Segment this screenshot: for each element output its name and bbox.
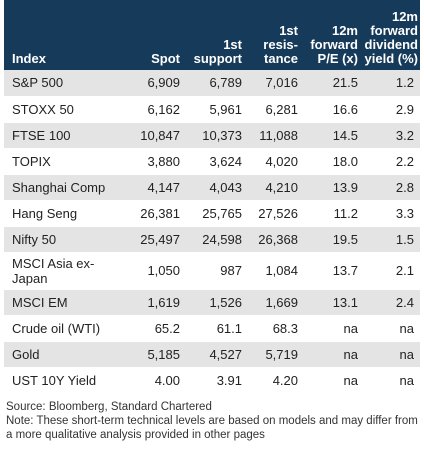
cell-index: STOXX 50 (4, 96, 124, 123)
cell-dividend-yield: 2.9 (360, 96, 420, 123)
disclaimer-note: Note: These short-term technical levels … (6, 414, 418, 441)
source-note: Source: Bloomberg, Standard Chartered (6, 400, 212, 413)
cell-forward-pe: 21.5 (300, 70, 360, 97)
cell-support: 3.91 (182, 367, 244, 394)
table-row: STOXX 50 6,162 5,961 6,281 16.6 2.9 (4, 96, 420, 123)
table-row: S&P 500 6,909 6,789 7,016 21.5 1.2 (4, 70, 420, 97)
cell-forward-pe: na (300, 367, 360, 394)
cell-index: Shanghai Comp (4, 174, 124, 201)
cell-index: S&P 500 (4, 70, 124, 97)
table-row: FTSE 100 10,847 10,373 11,088 14.5 3.2 (4, 122, 420, 149)
cell-dividend-yield: na (360, 315, 420, 342)
cell-forward-pe: 14.5 (300, 122, 360, 149)
cell-support: 24,598 (182, 226, 244, 253)
cell-index: UST 10Y Yield (4, 367, 124, 394)
header-forward-pe: 12m forward P/E (x) (310, 23, 358, 66)
cell-support: 61.1 (182, 315, 244, 342)
table-row: Crude oil (WTI) 65.2 61.1 68.3 na na (4, 315, 420, 342)
cell-support: 3,624 (182, 148, 244, 175)
cell-spot: 6,162 (124, 96, 182, 123)
cell-dividend-yield: 2.1 (360, 252, 420, 290)
table-row: MSCI Asia ex-Japan 1,050 987 1,084 13.7 2.1 (4, 252, 420, 290)
table-header-row: Index Spot 1st support 1st resis- tance … (4, 0, 420, 70)
cell-dividend-yield: 2.4 (360, 289, 420, 316)
header-first-support: 1st support (193, 37, 242, 66)
cell-support: 4,043 (182, 174, 244, 201)
cell-spot: 10,847 (124, 122, 182, 149)
cell-resistance: 4.20 (244, 367, 300, 394)
cell-forward-pe: na (300, 341, 360, 368)
cell-resistance: 7,016 (244, 70, 300, 97)
cell-dividend-yield: na (360, 341, 420, 368)
table-body: S&P 500 6,909 6,789 7,016 21.5 1.2 STOXX 50 6,1… (4, 70, 420, 394)
cell-index: MSCI Asia ex-Japan (4, 252, 124, 290)
cell-spot: 4.00 (124, 367, 182, 394)
cell-dividend-yield: na (360, 367, 420, 394)
cell-resistance: 1,084 (244, 252, 300, 290)
cell-resistance: 4,020 (244, 148, 300, 175)
table-row: UST 10Y Yield 4.00 3.91 4.20 na na (4, 367, 420, 394)
cell-spot: 4,147 (124, 174, 182, 201)
cell-dividend-yield: 3.3 (360, 200, 420, 227)
cell-resistance: 26,368 (244, 226, 300, 253)
cell-index: Nifty 50 (4, 226, 124, 253)
cell-dividend-yield: 1.5 (360, 226, 420, 253)
cell-forward-pe: 13.1 (300, 289, 360, 316)
cell-forward-pe: 11.2 (300, 200, 360, 227)
table-row: Gold 5,185 4,527 5,719 na na (4, 341, 420, 368)
cell-dividend-yield: 2.2 (360, 148, 420, 175)
cell-support: 4,527 (182, 341, 244, 368)
header-spot: Spot (151, 51, 180, 66)
cell-resistance: 4,210 (244, 174, 300, 201)
cell-dividend-yield: 1.2 (360, 70, 420, 97)
technical-levels-table: Index Spot 1st support 1st resis- tance … (4, 0, 420, 394)
cell-forward-pe: 18.0 (300, 148, 360, 175)
header-first-resistance: 1st resis- tance (263, 23, 298, 66)
table-row: MSCI EM 1,619 1,526 1,669 13.1 2.4 (4, 289, 420, 316)
cell-forward-pe: 19.5 (300, 226, 360, 253)
cell-dividend-yield: 2.8 (360, 174, 420, 201)
cell-spot: 3,880 (124, 148, 182, 175)
cell-support: 5,961 (182, 96, 244, 123)
cell-forward-pe: 16.6 (300, 96, 360, 123)
header-index: Index (12, 51, 46, 66)
cell-dividend-yield: 3.2 (360, 122, 420, 149)
cell-index: Crude oil (WTI) (4, 315, 124, 342)
cell-resistance: 1,669 (244, 289, 300, 316)
header-dividend-yield: 12m forward dividend yield (%) (364, 9, 418, 66)
cell-resistance: 5,719 (244, 341, 300, 368)
table-row: TOPIX 3,880 3,624 4,020 18.0 2.2 (4, 148, 420, 175)
cell-spot: 1,050 (124, 252, 182, 290)
cell-spot: 26,381 (124, 200, 182, 227)
technical-levels-panel: Index Spot 1st support 1st resis- tance … (4, 0, 420, 442)
cell-support: 987 (182, 252, 244, 290)
cell-index: Gold (4, 341, 124, 368)
cell-spot: 1,619 (124, 289, 182, 316)
cell-spot: 6,909 (124, 70, 182, 97)
cell-support: 1,526 (182, 289, 244, 316)
cell-support: 6,789 (182, 70, 244, 97)
table-row: Shanghai Comp 4,147 4,043 4,210 13.9 2.8 (4, 174, 420, 201)
cell-support: 25,765 (182, 200, 244, 227)
cell-resistance: 6,281 (244, 96, 300, 123)
table-row: Nifty 50 25,497 24,598 26,368 19.5 1.5 (4, 226, 420, 253)
cell-resistance: 11,088 (244, 122, 300, 149)
cell-index: FTSE 100 (4, 122, 124, 149)
notes-section: Source: Bloomberg, Standard Chartered No… (4, 394, 420, 442)
cell-spot: 25,497 (124, 226, 182, 253)
cell-forward-pe: 13.7 (300, 252, 360, 290)
cell-support: 10,373 (182, 122, 244, 149)
cell-resistance: 27,526 (244, 200, 300, 227)
cell-index: Hang Seng (4, 200, 124, 227)
cell-forward-pe: 13.9 (300, 174, 360, 201)
cell-resistance: 68.3 (244, 315, 300, 342)
cell-spot: 5,185 (124, 341, 182, 368)
cell-index: TOPIX (4, 148, 124, 175)
cell-spot: 65.2 (124, 315, 182, 342)
cell-forward-pe: na (300, 315, 360, 342)
cell-index: MSCI EM (4, 289, 124, 316)
table-row: Hang Seng 26,381 25,765 27,526 11.2 3.3 (4, 200, 420, 227)
